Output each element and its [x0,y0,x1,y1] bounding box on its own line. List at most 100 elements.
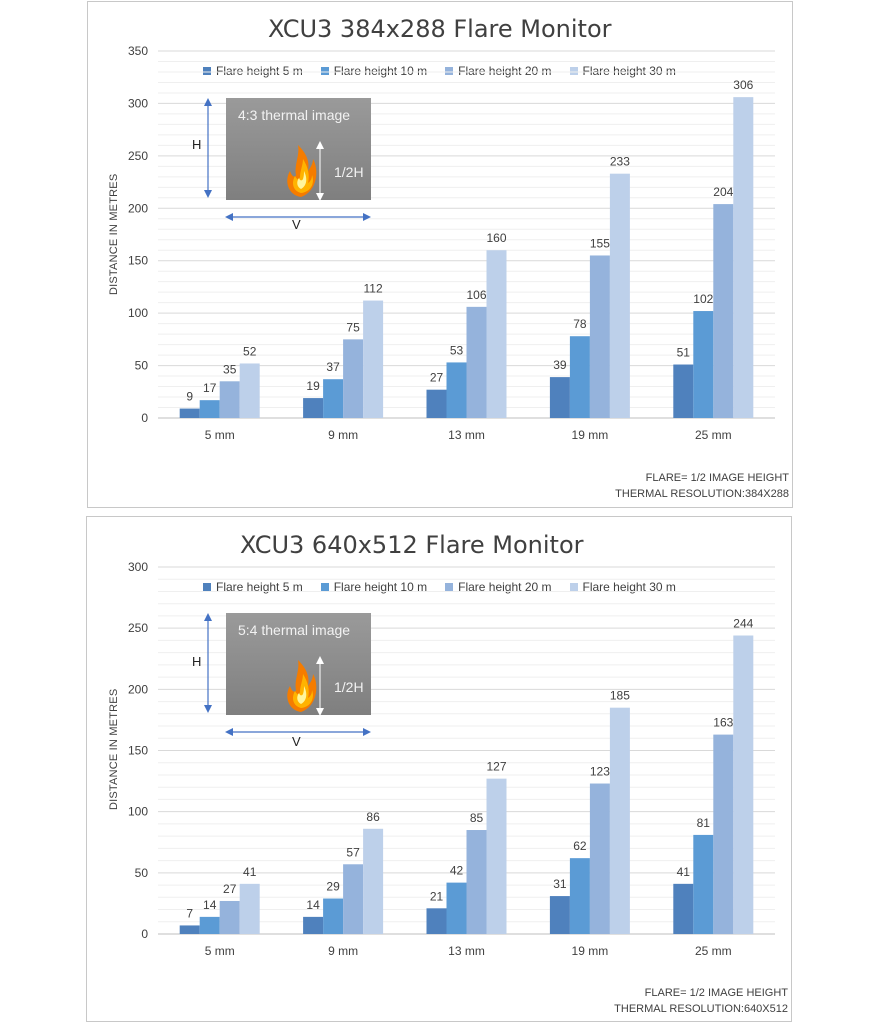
legend-label: Flare height 10 m [333,64,428,78]
bar [303,916,324,934]
x-tick-label: 9 mm [328,944,358,958]
bar [179,925,200,934]
bar [446,362,467,418]
data-label: 233 [610,155,630,169]
arrow-up-icon [204,613,212,621]
x-tick-label: 19 mm [572,428,609,442]
bar [609,707,630,934]
data-label: 112 [364,282,383,296]
half-height-label: 1/2H [334,679,364,695]
bar [693,834,714,934]
bar [219,900,240,934]
data-label: 102 [693,292,713,306]
bar [549,377,570,418]
y-tick-label: 300 [128,96,148,110]
y-tick-label: 200 [128,682,148,696]
legend-swatch [569,67,578,75]
note-line: FLARE= 1/2 IMAGE HEIGHT [645,472,789,484]
bar [466,306,487,418]
legend-swatch [320,583,329,591]
data-label: 51 [677,346,691,360]
bar [303,398,324,418]
flame-icon [287,145,317,197]
legend-item: Flare height 20 m [445,64,552,78]
y-axis-label: DISTANCE IN METRES [108,173,120,295]
y-tick-label: 150 [128,254,148,268]
legend-label: Flare height 30 m [582,580,676,594]
data-label: 31 [553,877,567,891]
bar [486,778,507,934]
y-tick-label: 100 [128,306,148,320]
y-tick-label: 250 [128,149,148,163]
legend-label: Flare height 5 m [216,580,303,594]
legend-item: Flare height 5 m [203,64,303,78]
legend-swatch [445,67,454,75]
width-label: V [292,217,301,232]
data-label: 244 [733,617,753,631]
data-label: 29 [326,880,340,894]
data-label: 127 [486,760,506,774]
data-label: 14 [306,898,320,912]
bar [239,883,260,934]
chart-legend: Flare height 5 m Flare height 10 m Flare h… [203,580,676,594]
legend-item: Flare height 5 m [203,580,303,594]
data-label: 27 [430,371,444,385]
x-tick-label: 13 mm [448,428,485,442]
bar [693,311,714,418]
legend-item: Flare height 30 m [569,64,676,78]
inset-caption: 4:3 thermal image [238,107,351,123]
legend-label: Flare height 5 m [216,64,303,78]
data-label: 85 [470,811,484,825]
x-tick-label: 13 mm [448,944,485,958]
height-label: H [192,654,202,669]
chart-panel-1 [87,1,793,508]
data-label: 204 [713,185,733,199]
data-label: 37 [326,360,340,374]
bar-chart: 0 50 100 150 200 250 300 7 14 27 41 5 mm 14 29 57 86 9 m… [128,560,775,958]
chart-notes: FLARE= 1/2 IMAGE HEIGHT THERMAL RESOLUTI… [615,470,789,502]
bar [609,173,630,418]
legend-label: Flare height 10 m [333,580,428,594]
bar [199,916,220,934]
bar [343,864,364,934]
data-label: 42 [450,864,464,878]
bar [179,408,200,418]
data-label: 57 [346,845,360,859]
bar [673,883,694,934]
y-tick-label: 50 [135,359,149,373]
y-tick-label: 250 [128,621,148,635]
bar [589,255,610,418]
data-label: 163 [713,716,733,730]
data-label: 106 [466,288,486,302]
data-label: 160 [486,231,506,245]
bar [569,336,590,418]
data-label: 7 [186,906,193,920]
bar [199,400,220,418]
bar [713,734,734,934]
data-label: 62 [573,839,587,853]
bar [713,204,734,418]
arrow-left-icon [225,728,233,736]
data-label: 17 [203,381,217,395]
inset-caption: 5:4 thermal image [238,622,351,638]
x-tick-label: 25 mm [695,944,732,958]
bar [733,97,754,418]
data-label: 185 [610,689,630,703]
height-label: H [192,137,202,152]
legend-item: Flare height 10 m [320,64,428,78]
chart-notes: FLARE= 1/2 IMAGE HEIGHT THERMAL RESOLUTI… [614,985,788,1017]
legend-swatch [203,583,211,591]
legend-swatch [203,67,211,75]
chart-legend: Flare height 5 m Flare height 10 m Flare h… [203,64,676,78]
data-label: 27 [223,882,237,896]
bar [219,381,240,418]
note-line: THERMAL RESOLUTION:384X288 [615,488,789,500]
data-label: 41 [243,865,257,879]
x-tick-label: 25 mm [695,428,732,442]
bar [323,379,344,418]
y-tick-label: 100 [128,805,148,819]
inset-arrows [204,613,371,736]
bar [426,389,447,418]
flame-icon [287,660,317,712]
arrow-left-icon [225,213,233,221]
